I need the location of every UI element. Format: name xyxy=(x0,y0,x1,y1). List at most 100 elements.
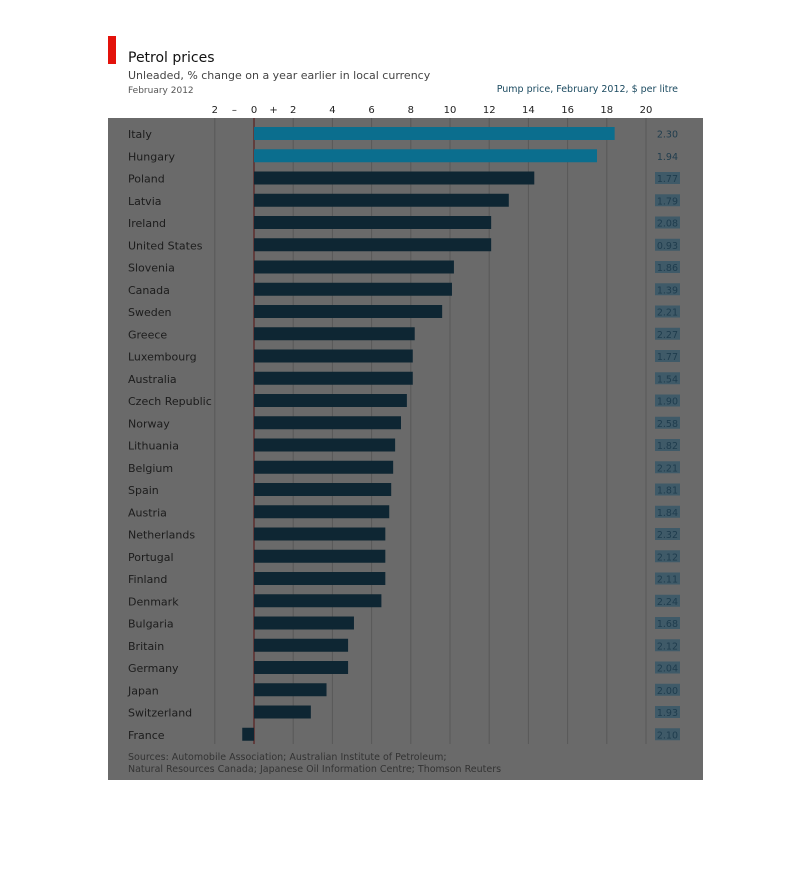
bar xyxy=(254,371,413,385)
bar xyxy=(254,193,509,207)
bar xyxy=(254,549,386,563)
x-tick-label: 18 xyxy=(600,105,613,116)
price-box xyxy=(655,572,680,585)
x-tick-label: 14 xyxy=(522,105,535,116)
country-label: Norway xyxy=(128,417,170,430)
pump-price-value: 2.30 xyxy=(657,130,678,141)
brand-red-tab xyxy=(108,36,116,64)
country-label: France xyxy=(128,729,165,742)
country-label: Canada xyxy=(128,284,170,297)
pump-price-value: 2.08 xyxy=(657,219,678,230)
country-label: Slovenia xyxy=(128,262,175,275)
price-box xyxy=(655,350,680,362)
country-label: Spain xyxy=(128,484,159,497)
x-tick-label: – xyxy=(232,105,237,116)
price-box xyxy=(655,394,680,407)
bar xyxy=(254,705,311,719)
price-box xyxy=(655,617,680,629)
country-label: Finland xyxy=(128,573,167,586)
bar xyxy=(254,416,401,430)
source-line-2: Natural Resources Canada; Japanese Oil I… xyxy=(128,764,501,775)
country-label: Poland xyxy=(128,173,165,186)
bar xyxy=(254,171,535,185)
chart-background xyxy=(108,36,703,118)
bar xyxy=(254,394,407,407)
x-tick-label: 2 xyxy=(290,105,296,116)
price-box xyxy=(655,172,680,184)
price-box xyxy=(655,305,680,318)
country-label: Switzerland xyxy=(128,707,192,720)
chart-subtitle: Unleaded, % change on a year earlier in … xyxy=(128,69,431,82)
price-box xyxy=(655,661,680,674)
pump-price-value: 2.04 xyxy=(657,664,678,675)
price-box xyxy=(655,439,680,451)
country-label: Hungary xyxy=(128,150,175,163)
pump-price-value: 2.32 xyxy=(657,530,678,541)
price-box xyxy=(655,216,680,229)
pump-price-value: 2.58 xyxy=(657,419,678,430)
country-label: Australia xyxy=(128,373,177,386)
price-box xyxy=(655,483,680,496)
price-box xyxy=(655,327,680,340)
bar xyxy=(254,683,327,697)
x-tick-label: 4 xyxy=(329,105,335,116)
bar xyxy=(254,638,349,652)
country-label: Lithuania xyxy=(128,440,179,453)
country-label: Portugal xyxy=(128,551,174,564)
country-label: Sweden xyxy=(128,306,171,319)
country-label: Ireland xyxy=(128,217,166,230)
bar xyxy=(254,505,390,519)
price-box xyxy=(655,416,680,429)
pump-price-value: 2.12 xyxy=(657,641,678,652)
bar xyxy=(254,661,349,674)
country-label: Latvia xyxy=(128,195,162,208)
bar xyxy=(254,349,413,363)
pump-price-value: 2.21 xyxy=(657,308,678,319)
x-tick-label: 16 xyxy=(561,105,574,116)
bar xyxy=(254,460,394,474)
pump-price-value: 2.00 xyxy=(657,686,678,697)
x-tick-label: 20 xyxy=(640,105,653,116)
bar xyxy=(254,594,382,608)
pump-price-value: 2.21 xyxy=(657,463,678,474)
x-tick-label: 2 xyxy=(212,105,218,116)
pump-price-value: 1.54 xyxy=(657,374,678,385)
country-label: Austria xyxy=(128,506,167,519)
bar xyxy=(242,727,254,741)
pump-price-value: 0.93 xyxy=(657,241,678,252)
chart-text: Petrol prices Unleaded, % change on a ye… xyxy=(127,50,678,775)
country-label: Italy xyxy=(128,128,152,141)
price-box xyxy=(655,261,680,273)
chart-title: Petrol prices xyxy=(128,50,215,66)
pump-price-value: 1.94 xyxy=(657,152,678,163)
pump-price-value: 1.81 xyxy=(657,486,678,497)
x-tick-label: 8 xyxy=(408,105,414,116)
bars xyxy=(242,127,680,741)
country-label: Germany xyxy=(128,662,179,675)
x-tick-label: 6 xyxy=(368,105,374,116)
bar xyxy=(254,238,492,252)
country-label: United States xyxy=(128,239,203,252)
bar xyxy=(254,527,386,541)
x-tick-label: 0 xyxy=(251,105,257,116)
chart-svg: Petrol prices Unleaded, % change on a ye… xyxy=(108,36,703,775)
x-tick-label: 12 xyxy=(483,105,496,116)
pump-price-value: 1.77 xyxy=(657,174,678,185)
bar xyxy=(254,149,597,163)
bar xyxy=(254,483,392,496)
country-label: Netherlands xyxy=(128,529,195,542)
x-tick-label: + xyxy=(269,105,277,116)
country-label: Japan xyxy=(127,684,159,697)
price-box xyxy=(655,194,680,207)
bar xyxy=(254,282,452,296)
price-box xyxy=(655,283,680,296)
bar xyxy=(254,216,492,229)
pump-price-value: 2.24 xyxy=(657,597,678,608)
pump-price-value: 1.77 xyxy=(657,352,678,363)
price-box xyxy=(655,461,680,474)
price-box xyxy=(655,728,680,741)
header-band xyxy=(108,36,703,118)
bar xyxy=(254,572,386,585)
chart-panel: Petrol prices Unleaded, % change on a ye… xyxy=(108,36,703,780)
pump-price-value: 1.90 xyxy=(657,397,678,408)
